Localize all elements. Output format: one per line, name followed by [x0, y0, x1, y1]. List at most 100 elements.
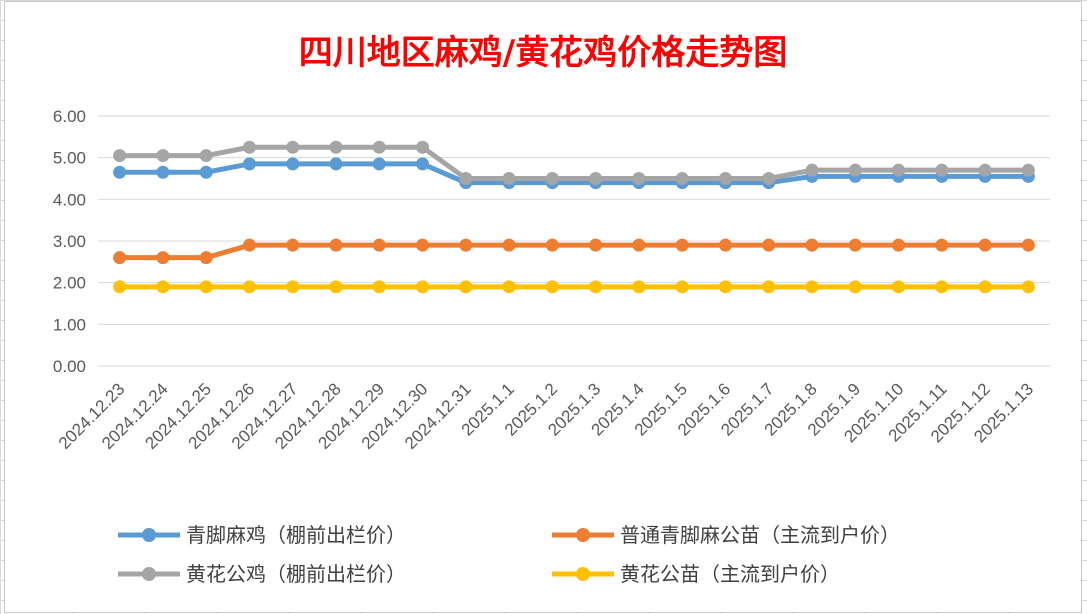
data-point	[199, 165, 213, 179]
data-point	[502, 238, 516, 252]
data-point	[1021, 238, 1035, 252]
data-point	[372, 280, 386, 294]
data-point	[329, 280, 343, 294]
data-point	[978, 163, 992, 177]
data-point	[242, 140, 256, 154]
data-point	[545, 172, 559, 185]
data-point	[675, 172, 689, 185]
data-point	[718, 280, 732, 294]
legend-marker	[576, 528, 590, 542]
series-1	[113, 238, 1035, 265]
data-point	[416, 157, 430, 171]
legend-marker	[142, 567, 156, 581]
data-point	[459, 280, 473, 294]
data-point	[848, 280, 862, 294]
y-axis-ticks: 0.00 1.00 2.00 3.00 4.00 5.00 6.00	[53, 107, 86, 376]
data-point	[502, 172, 516, 185]
data-point	[935, 238, 949, 252]
series-2	[113, 140, 1035, 185]
data-point	[199, 149, 213, 163]
data-point	[762, 280, 776, 294]
data-point	[718, 172, 732, 185]
data-point	[1021, 163, 1035, 177]
data-point	[545, 238, 559, 252]
data-point	[416, 238, 430, 252]
data-point	[892, 280, 906, 294]
legend-marker	[576, 567, 590, 581]
data-point	[329, 140, 343, 154]
data-point	[545, 280, 559, 294]
data-point	[632, 238, 646, 252]
data-point	[113, 149, 127, 163]
chart-title: 四川地区麻鸡/黄花鸡价格走势图	[299, 33, 787, 73]
legend: 青脚麻鸡（棚前出栏价） 普通青脚麻公苗（主流到户价） 黄花公鸡（棚前出栏价） 黄花公苗…	[118, 523, 900, 586]
data-point	[329, 157, 343, 171]
data-point	[805, 238, 819, 252]
data-point	[416, 140, 430, 154]
series-line	[119, 161, 1029, 186]
data-point	[718, 238, 732, 252]
data-point	[199, 251, 213, 265]
data-point	[286, 280, 300, 294]
data-point	[762, 172, 776, 185]
series-3	[113, 280, 1035, 294]
y-tick-label: 0.00	[53, 357, 86, 376]
data-point	[156, 149, 170, 163]
data-point	[286, 238, 300, 252]
data-point	[286, 157, 300, 171]
data-point	[978, 280, 992, 294]
data-point	[242, 280, 256, 294]
y-tick-label: 6.00	[53, 107, 86, 126]
data-point	[848, 163, 862, 177]
data-point	[502, 280, 516, 294]
legend-label: 黄花公鸡（棚前出栏价）	[186, 562, 406, 586]
data-point	[935, 163, 949, 177]
data-point	[589, 172, 603, 185]
data-point	[762, 238, 776, 252]
data-point	[242, 238, 256, 252]
data-point	[978, 238, 992, 252]
data-point	[1021, 280, 1035, 294]
y-tick-label: 2.00	[53, 274, 86, 293]
data-point	[589, 280, 603, 294]
legend-marker	[142, 528, 156, 542]
data-point	[156, 280, 170, 294]
data-point	[156, 251, 170, 265]
y-tick-label: 4.00	[53, 190, 86, 209]
data-point	[372, 157, 386, 171]
series-line	[119, 242, 1029, 261]
legend-label: 黄花公苗（主流到户价）	[620, 562, 840, 586]
chart-area[interactable]	[4, 1, 1082, 613]
data-point	[632, 172, 646, 185]
data-point	[113, 251, 127, 265]
data-point	[113, 280, 127, 294]
gridlines	[98, 115, 1050, 367]
data-point	[286, 140, 300, 154]
legend-item: 黄花公鸡（棚前出栏价）	[118, 562, 406, 586]
data-point	[459, 238, 473, 252]
legend-item: 青脚麻鸡（棚前出栏价）	[118, 523, 406, 547]
data-point	[113, 165, 127, 179]
series-line	[119, 144, 1029, 181]
y-tick-label: 3.00	[53, 232, 86, 251]
data-point	[416, 280, 430, 294]
y-tick-label: 1.00	[53, 315, 86, 334]
data-point	[459, 172, 473, 185]
data-point	[632, 280, 646, 294]
data-point	[242, 157, 256, 171]
data-point	[805, 280, 819, 294]
data-point	[675, 238, 689, 252]
legend-item: 黄花公苗（主流到户价）	[552, 562, 840, 586]
data-point	[372, 140, 386, 154]
data-point	[156, 165, 170, 179]
data-point	[892, 238, 906, 252]
data-point	[329, 238, 343, 252]
data-point	[892, 163, 906, 177]
data-point	[372, 238, 386, 252]
data-point	[935, 280, 949, 294]
data-point	[848, 238, 862, 252]
legend-label: 普通青脚麻公苗（主流到户价）	[620, 523, 900, 547]
data-point	[589, 238, 603, 252]
legend-item: 普通青脚麻公苗（主流到户价）	[552, 523, 900, 547]
